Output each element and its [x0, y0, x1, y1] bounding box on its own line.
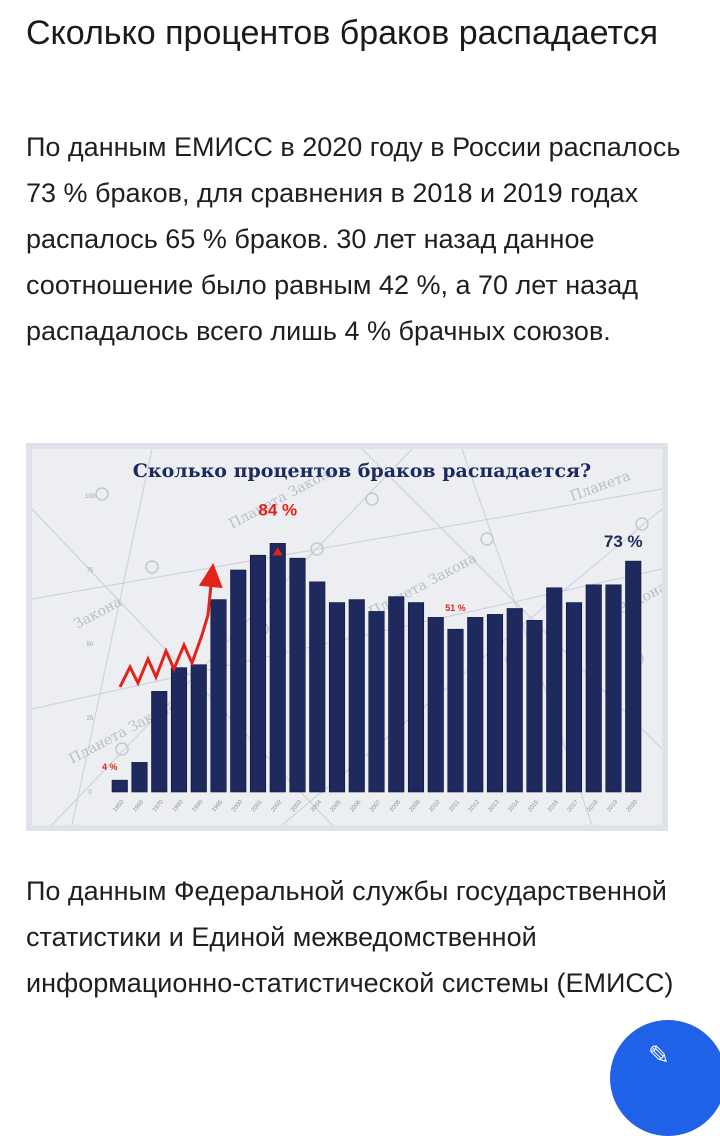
x-tick-label: 2002: [270, 799, 284, 814]
bar: [368, 611, 385, 793]
y-tick-label: 75: [87, 568, 94, 574]
bar: [546, 587, 563, 793]
decor-line: [71, 449, 153, 825]
decor-circle: [115, 742, 129, 756]
decor-circle: [635, 517, 649, 531]
x-tick-label: 1995: [211, 799, 225, 814]
bar: [526, 620, 543, 793]
bar: [249, 554, 267, 793]
bar: [447, 628, 464, 793]
x-tick-label: 1980: [172, 799, 186, 814]
x-tick-label: 2011: [448, 799, 461, 813]
bar: [625, 560, 642, 793]
x-tick-label: 2009: [409, 799, 423, 814]
y-tick-label: 25: [87, 716, 94, 722]
bar: [289, 557, 306, 793]
decor-circle: [310, 542, 324, 556]
bar: [605, 584, 622, 793]
bar: [111, 779, 128, 793]
bar: [427, 617, 444, 793]
bar: [170, 667, 188, 793]
x-tick-label: 2013: [488, 799, 502, 814]
x-tick-label: 2008: [389, 799, 403, 814]
bar: [190, 664, 207, 793]
x-tick-label: 1950: [112, 799, 126, 814]
edit-button[interactable]: ✎: [610, 1020, 720, 1136]
x-tick-label: 2007: [369, 799, 383, 814]
bar: [328, 602, 346, 793]
annotation-label: 4 %: [102, 762, 118, 772]
bar: [210, 599, 227, 793]
x-tick-label: 1990: [191, 799, 205, 814]
x-tick-label: 2004: [310, 799, 324, 814]
decor-circle: [480, 532, 494, 546]
x-tick-label: 2016: [547, 799, 561, 814]
bar: [506, 608, 523, 793]
bar: [151, 691, 168, 793]
x-tick-label: 2017: [567, 799, 581, 814]
decor-circle: [145, 560, 159, 574]
annotation-label: 84 %: [258, 500, 297, 519]
pencil-icon: ✎: [648, 1040, 670, 1070]
x-tick-label: 2015: [527, 799, 541, 814]
x-tick-label: 2000: [231, 799, 245, 814]
peak-marker: [272, 547, 283, 556]
bar: [585, 584, 602, 793]
bar: [269, 543, 286, 793]
x-tick-label: 2010: [428, 799, 442, 814]
bar: [309, 581, 326, 793]
decor-circle: [95, 487, 109, 501]
annotations: 4 % 84 % 51 % 73 %: [102, 500, 643, 772]
y-tick-label: 100: [85, 494, 96, 500]
annotation-label: 73 %: [604, 532, 643, 551]
y-tick-label: 50: [87, 642, 94, 648]
bar: [348, 599, 365, 793]
x-axis-labels: 1950 1960 1970 1980 1990 1995 2000 2001 2002 2003…: [112, 799, 639, 814]
article-paragraph: По данным ЕМИСС в 2020 году в России рас…: [26, 132, 681, 346]
x-tick-label: 2003: [290, 799, 304, 814]
bar: [131, 762, 148, 793]
y-tick-label: 0: [88, 790, 92, 796]
annotation-label: 51 %: [445, 603, 466, 613]
x-tick-label: 1970: [152, 799, 166, 814]
article-paragraph: По данным Федеральной службы государстве…: [26, 876, 674, 998]
x-tick-label: 2001: [251, 799, 265, 814]
bar: [486, 614, 504, 793]
bar: [230, 569, 247, 793]
x-tick-label: 2018: [586, 799, 600, 814]
decor-circle: [365, 492, 379, 506]
x-tick-label: 2006: [349, 799, 363, 814]
x-tick-label: 2012: [468, 799, 482, 814]
article-heading: Сколько процентов браков распадается: [26, 14, 658, 52]
divorce-chart: Планета Закона Планета Закона Планета Зако…: [26, 443, 668, 831]
decor-line: [32, 488, 662, 600]
bar: [407, 602, 425, 793]
x-tick-label: 2020: [626, 799, 640, 814]
bar: [467, 617, 484, 793]
x-tick-label: 1960: [132, 799, 146, 814]
growth-arrow: [118, 563, 223, 688]
bars: [111, 543, 642, 793]
x-tick-label: 2019: [606, 799, 620, 814]
x-tick-label: 2014: [507, 799, 521, 814]
bar: [565, 602, 583, 793]
y-axis: 0 25 50 75 100: [85, 494, 96, 796]
bar: [388, 596, 405, 793]
chart-title: Сколько процентов браков распадается?: [133, 460, 591, 482]
x-tick-label: 2005: [330, 799, 344, 814]
